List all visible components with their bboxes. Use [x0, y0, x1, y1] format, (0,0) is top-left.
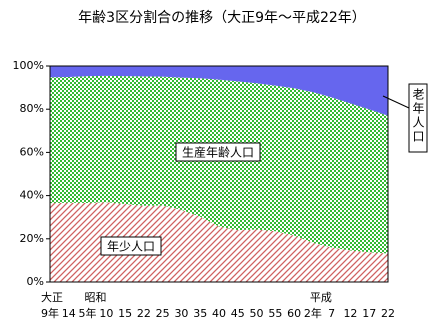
callout-line: [382, 95, 410, 109]
x-tick-label: 30: [174, 307, 188, 320]
x-tick-label: 2年: [304, 306, 322, 320]
x-tick-label: 35: [193, 307, 207, 320]
series-label: 老年人口: [411, 88, 425, 144]
y-tick-label: 40%: [20, 189, 44, 202]
x-group-label: 平成: [310, 291, 332, 304]
x-tick-label: 40: [212, 307, 226, 320]
y-tick-label: 0%: [27, 275, 44, 288]
y-tick-label: 80%: [20, 102, 44, 115]
x-tick-label: 45: [231, 307, 245, 320]
area: [50, 65, 388, 116]
x-tick-label: 7: [328, 307, 335, 320]
series-label: 年少人口: [107, 240, 155, 254]
plot-frame: [49, 65, 389, 283]
area: [50, 202, 388, 282]
series-label: 生産年齢人口: [182, 145, 254, 160]
x-tick-label: 22: [381, 307, 395, 320]
label-box: [408, 83, 428, 153]
x-group-label: 大正: [41, 290, 63, 304]
y-tick-label: 20%: [20, 232, 44, 245]
x-tick-label: 10: [99, 307, 113, 320]
label-box: [100, 236, 162, 256]
x-tick-label: 60: [287, 307, 301, 320]
x-tick-label: 50: [250, 307, 264, 320]
y-tick-label: 60%: [20, 145, 44, 158]
x-tick-label: 15: [118, 307, 132, 320]
x-tick-label: 22: [137, 307, 151, 320]
chart-title: 年齢3区分割合の推移（大正9年～平成22年）: [78, 9, 366, 26]
area: [50, 75, 388, 254]
x-tick-label: 14: [62, 307, 76, 320]
x-tick-label: 17: [362, 307, 376, 320]
label-box: [175, 142, 261, 162]
x-tick-label: 9年: [41, 306, 59, 320]
x-tick-label: 25: [156, 307, 170, 320]
y-tick-label: 100%: [13, 59, 44, 72]
x-group-label: 昭和: [85, 291, 107, 304]
x-tick-label: 12: [343, 307, 357, 320]
x-tick-label: 55: [268, 307, 282, 320]
x-tick-label: 5年: [79, 306, 97, 320]
